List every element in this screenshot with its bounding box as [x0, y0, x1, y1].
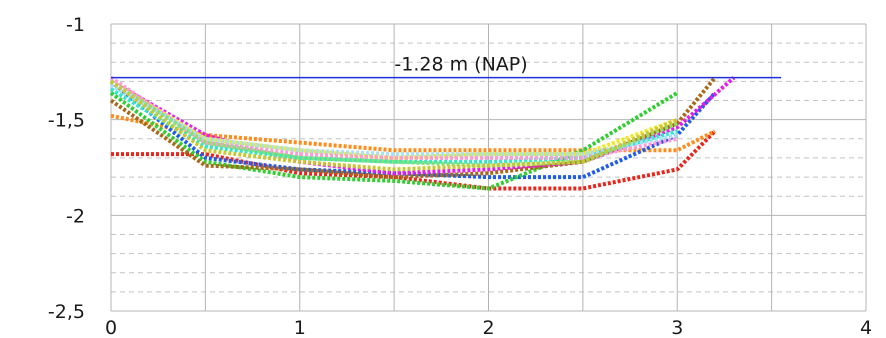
- reference-line-group: -1.28 m (NAP): [111, 54, 782, 79]
- series-line: [109, 79, 678, 160]
- y-tick-label: -2: [66, 205, 85, 227]
- series-line: [109, 79, 717, 180]
- series-line: [109, 87, 678, 164]
- x-tick-label: 4: [860, 317, 872, 338]
- y-tick-label: -2,5: [48, 301, 85, 323]
- series-line: [109, 91, 679, 191]
- x-tick-label: 2: [482, 317, 494, 338]
- y-tick-label: -1,5: [48, 110, 85, 132]
- series-line: [110, 83, 678, 157]
- x-tick-label: 0: [105, 317, 117, 338]
- series-line: [109, 79, 679, 172]
- reference-line-label: -1.28 m (NAP): [394, 54, 527, 76]
- x-tick-label: 1: [294, 317, 306, 338]
- x-tick-label: 3: [671, 317, 683, 338]
- series-line: [111, 129, 717, 191]
- series-line: [109, 76, 717, 180]
- tick-labels: 0 1 2 3 4 -1 -1,5 -2 -2,5: [48, 14, 872, 338]
- y-tick-label: -1: [66, 14, 85, 36]
- series-line: [109, 75, 678, 160]
- series-line: [110, 113, 716, 153]
- series-lines: [109, 75, 736, 191]
